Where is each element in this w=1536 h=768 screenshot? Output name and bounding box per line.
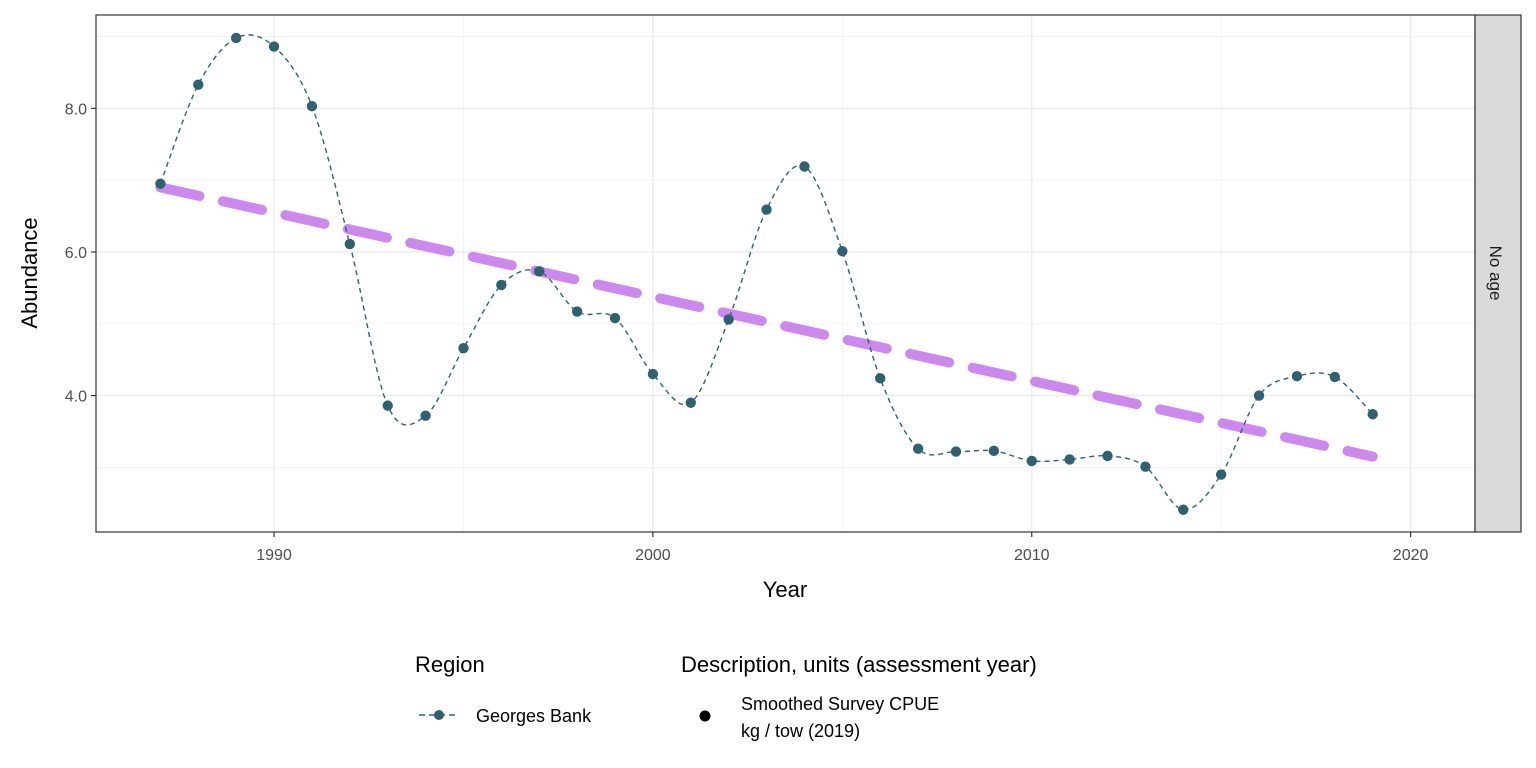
data-point [571,306,583,317]
data-point [1026,455,1037,467]
data-point [534,266,545,277]
data-point [912,443,924,454]
data-point [458,342,469,354]
data-point [1329,371,1341,383]
data-point [382,400,393,411]
data-point [1367,409,1378,420]
data-point [609,312,621,324]
data-point [647,368,659,380]
data-point [875,373,886,384]
legend-region-title: Region [415,652,485,677]
data-point [193,79,204,90]
data-point [799,161,810,172]
legend-description-title: Description, units (assessment year) [681,652,1037,677]
x-axis-title: Year [763,577,807,602]
series-layer [155,32,1378,515]
x-tick-label: 2010 [1014,547,1050,564]
data-point [988,445,1000,457]
data-point [1064,454,1075,465]
x-tick-label: 2020 [1393,547,1429,564]
data-point [837,246,848,257]
series-line [159,34,1374,511]
panel-border [95,14,1476,533]
legend: Region Georges Bank Description, units (… [415,652,1037,741]
data-point [306,100,318,112]
facet-strip [1474,14,1522,533]
legend-description-line2: kg / tow (2019) [741,721,860,741]
legend-region-entry: Georges Bank [476,706,592,726]
trend-line [155,182,1378,462]
data-point [1291,370,1303,382]
data-point [1140,461,1151,472]
data-point [268,41,280,52]
facet-strip-label: No age [1486,246,1505,301]
data-point [1215,469,1227,480]
data-point [1253,390,1265,401]
legend-region-key-point [434,710,444,720]
y-tick-label: 4.0 [65,389,87,406]
x-tick-label: 2000 [635,547,671,564]
data-point [496,279,507,291]
data-point [344,238,356,250]
legend-description-key-point [699,710,711,722]
data-point [230,32,242,44]
data-point [761,204,772,215]
grid-minor [96,15,1475,532]
data-point [1102,450,1113,462]
trend-layer [155,182,1378,462]
legend-description-line1: Smoothed Survey CPUE [741,694,939,714]
data-point [685,397,696,408]
data-point [420,410,431,421]
x-tick-label: 1990 [256,547,292,564]
y-tick-label: 6.0 [65,245,87,262]
data-point [155,178,166,189]
x-axis: 1990 2000 2010 2020 [256,532,1428,564]
data-point [1178,504,1189,515]
y-axis-title: Abundance [17,217,42,328]
grid-major [96,15,1475,532]
data-point [723,314,734,325]
data-point [950,446,962,457]
y-tick-label: 8.0 [65,101,87,118]
y-axis: 4.0 6.0 8.0 [65,101,96,406]
